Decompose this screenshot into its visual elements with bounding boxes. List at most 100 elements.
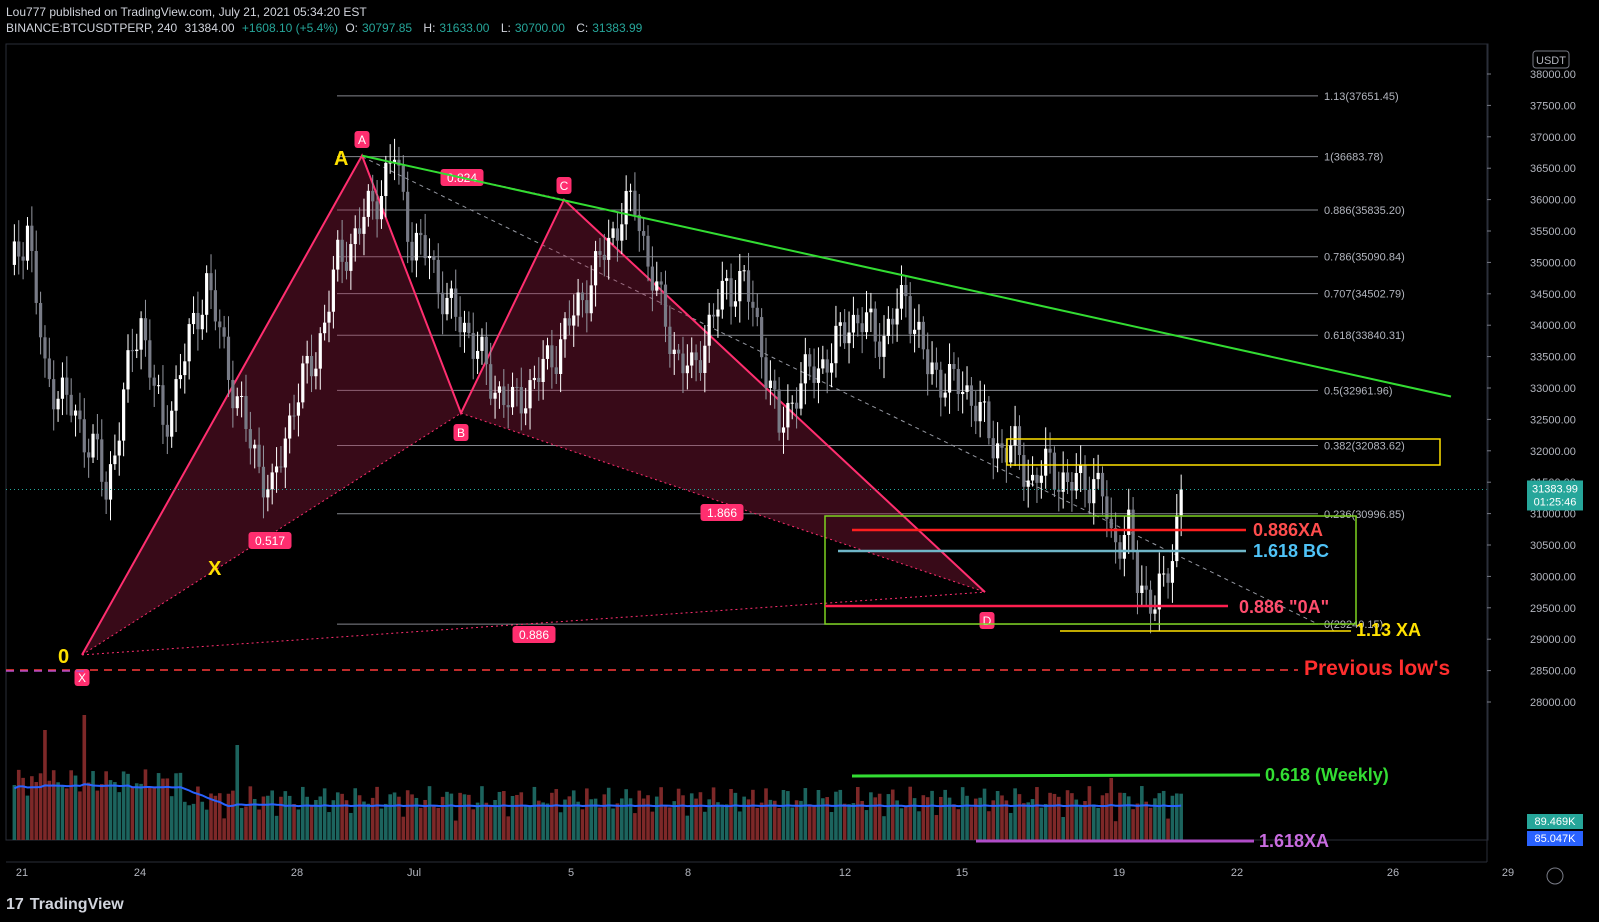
volume-bar xyxy=(668,807,672,840)
candle-body xyxy=(218,321,222,328)
volume-bar xyxy=(475,802,480,840)
candle-body xyxy=(703,345,707,373)
volume-bar xyxy=(1179,793,1183,840)
current-price-badge xyxy=(1527,480,1583,511)
candle-body xyxy=(43,337,47,359)
volume-bar xyxy=(165,778,170,840)
volume-bar xyxy=(471,809,476,840)
volume-bar xyxy=(405,790,410,840)
volume-bar xyxy=(257,809,261,840)
candle-body xyxy=(786,402,790,428)
tradingview-logo[interactable]: 17 TradingView xyxy=(6,896,124,914)
volume-bar xyxy=(467,794,471,840)
volume-bar xyxy=(108,780,113,840)
candle-body xyxy=(550,345,554,368)
candle-body xyxy=(1114,528,1118,543)
volume-bar xyxy=(860,800,864,840)
volume-bar xyxy=(956,809,961,840)
candle-body xyxy=(725,278,729,281)
candle-body xyxy=(611,228,615,238)
candle-body xyxy=(82,419,86,453)
ratio-bd-label-bg xyxy=(700,504,744,521)
candle-body xyxy=(323,322,327,334)
candle-body xyxy=(253,444,257,449)
volume-bar xyxy=(449,793,454,840)
candle-body xyxy=(926,349,930,375)
candle-body xyxy=(205,273,209,315)
volume-bar xyxy=(1131,809,1135,840)
volume-bar xyxy=(117,792,122,840)
price-tick-label: 29000.00 xyxy=(1530,634,1576,646)
candle-body xyxy=(1105,496,1109,519)
volume-bar xyxy=(1057,796,1061,840)
volume-bar xyxy=(707,799,711,840)
candle-body xyxy=(1013,426,1017,446)
candle-body xyxy=(659,281,663,285)
candle-body xyxy=(462,322,467,333)
volume-bar xyxy=(366,803,371,840)
volume-bar xyxy=(462,794,467,840)
volume-bar xyxy=(633,813,637,840)
volume-bar xyxy=(1039,807,1044,840)
candle-body xyxy=(838,322,842,326)
candle-body xyxy=(947,364,952,393)
time-tick-label: 22 xyxy=(1231,867,1243,879)
candle-body xyxy=(580,292,585,301)
fib-level-label: 0(29240.15) xyxy=(1324,619,1383,631)
volume-bar xyxy=(580,809,585,840)
volume-bar xyxy=(908,786,913,840)
volume-bar xyxy=(620,798,624,840)
point-x-label-bg xyxy=(74,669,90,686)
volume-bar xyxy=(803,788,808,840)
symbol[interactable]: BINANCE:BTCUSDTPERP, 240 xyxy=(6,21,178,35)
volume-bar xyxy=(615,803,620,840)
candle-body xyxy=(458,316,462,333)
volume-bar xyxy=(126,773,130,840)
volume-bar xyxy=(925,797,930,840)
volume-bar xyxy=(1153,798,1157,840)
volume-bar xyxy=(515,794,519,840)
candle-body xyxy=(834,325,838,364)
price-tick-label: 38000.00 xyxy=(1530,69,1576,81)
ratio-xb-label-bg xyxy=(248,532,292,549)
volume-bar xyxy=(362,801,366,840)
candle-body xyxy=(733,301,738,307)
volume-bar xyxy=(781,789,786,840)
candle-body xyxy=(122,389,126,441)
candle-body xyxy=(1166,573,1170,583)
volume-bar xyxy=(1004,800,1009,840)
candle-body xyxy=(1109,518,1113,529)
volume-bar xyxy=(510,795,515,840)
volume-value-1: 89.469K xyxy=(1535,816,1577,828)
volume-bar xyxy=(637,790,642,840)
candle-body xyxy=(572,315,576,326)
candle-body xyxy=(174,379,178,411)
candle-body xyxy=(30,225,34,251)
price-tick-label: 30000.00 xyxy=(1530,571,1576,583)
price-axis: USDT 28000.00 28500.00 29000.00 29500.00 3000… xyxy=(1486,44,1583,862)
volume-bar xyxy=(799,800,803,840)
candle-body xyxy=(305,355,309,364)
candle-body xyxy=(135,349,139,352)
volume-badge-1 xyxy=(1527,814,1583,829)
candle-body xyxy=(816,368,821,383)
candle-body xyxy=(969,385,973,406)
volume-bar xyxy=(1109,778,1114,840)
candle-body xyxy=(655,281,659,291)
candle-body xyxy=(860,323,864,333)
candle-body xyxy=(899,285,904,309)
volume-bar xyxy=(904,805,908,840)
candle-body xyxy=(152,377,156,386)
descending-trendline xyxy=(361,154,1452,398)
candle-body xyxy=(191,312,196,325)
candle-body xyxy=(707,314,711,346)
volume-bar xyxy=(432,805,436,840)
volume-bar xyxy=(1052,793,1057,840)
buy-zone-box xyxy=(824,515,1357,625)
candle-body xyxy=(187,324,191,362)
time-tick-label: 5 xyxy=(568,867,574,879)
point-c-label: C xyxy=(560,179,569,193)
volume-bar xyxy=(1161,790,1166,840)
volume-bar xyxy=(742,796,746,840)
